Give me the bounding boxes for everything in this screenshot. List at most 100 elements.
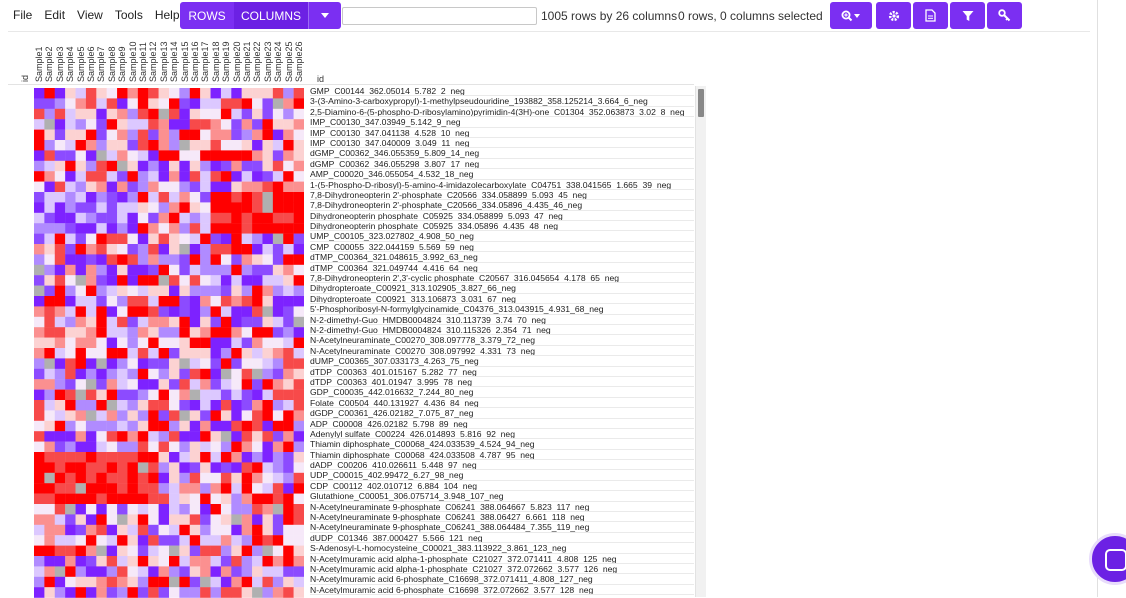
heatmap-cell[interactable] — [85, 337, 97, 349]
heatmap-cell[interactable] — [220, 504, 232, 515]
heatmap-cell[interactable] — [65, 348, 76, 359]
heatmap-cell[interactable] — [54, 337, 66, 349]
heatmap-cell[interactable] — [75, 275, 87, 286]
heatmap-cell[interactable] — [283, 212, 294, 224]
heatmap-cell[interactable] — [272, 181, 284, 193]
row-label[interactable]: AMP_C00020_346.055054_4.532_18_neg — [310, 169, 694, 180]
heatmap-cell[interactable] — [75, 171, 87, 182]
heatmap-cell[interactable] — [158, 566, 170, 577]
heatmap-cell[interactable] — [231, 545, 242, 557]
heatmap-cell[interactable] — [127, 410, 139, 421]
heatmap-cell[interactable] — [241, 514, 253, 525]
heatmap-cell[interactable] — [200, 212, 211, 224]
heatmap-cell[interactable] — [189, 400, 201, 411]
heatmap-cell[interactable] — [293, 587, 304, 598]
heatmap-cell[interactable] — [54, 535, 66, 546]
heatmap-cell[interactable] — [231, 441, 242, 453]
heatmap-cell[interactable] — [96, 140, 107, 151]
heatmap-cell[interactable] — [75, 400, 87, 411]
heatmap-cell[interactable] — [106, 420, 118, 432]
heatmap-cell[interactable] — [283, 140, 294, 151]
row-label[interactable]: N-Acetylmuramic acid 6-phosphate_C16698_… — [310, 574, 694, 585]
heatmap-cell[interactable] — [85, 212, 97, 224]
heatmap-cell[interactable] — [158, 535, 170, 546]
heatmap-cell[interactable] — [241, 348, 253, 359]
heatmap-cell[interactable] — [85, 420, 97, 432]
heatmap-cell[interactable] — [127, 88, 139, 99]
heatmap-cell[interactable] — [75, 150, 87, 161]
heatmap-cell[interactable] — [200, 223, 211, 234]
heatmap-cell[interactable] — [106, 285, 118, 297]
heatmap-cell[interactable] — [137, 389, 149, 401]
heatmap-cell[interactable] — [200, 264, 211, 276]
heatmap-cell[interactable] — [106, 129, 118, 141]
heatmap-cell[interactable] — [293, 306, 304, 317]
heatmap-cell[interactable] — [220, 98, 232, 109]
heatmap-cell[interactable] — [241, 244, 253, 255]
heatmap-cell[interactable] — [220, 576, 232, 588]
heatmap-cell[interactable] — [158, 431, 170, 442]
heatmap-cell[interactable] — [65, 379, 76, 390]
heatmap-cell[interactable] — [158, 337, 170, 349]
heatmap-cell[interactable] — [148, 306, 159, 317]
heatmap-cell[interactable] — [252, 88, 263, 99]
heatmap-cell[interactable] — [293, 202, 304, 213]
heatmap-cell[interactable] — [85, 181, 97, 193]
heatmap-cell[interactable] — [200, 535, 211, 546]
heatmap-cell[interactable] — [127, 275, 139, 286]
heatmap-cell[interactable] — [137, 285, 149, 297]
heatmap-cell[interactable] — [200, 545, 211, 557]
heatmap-cell[interactable] — [210, 244, 222, 255]
heatmap-cell[interactable] — [106, 171, 118, 182]
heatmap-cell[interactable] — [231, 285, 242, 297]
heatmap-cell[interactable] — [241, 264, 253, 276]
heatmap-cell[interactable] — [179, 452, 190, 463]
heatmap-cell[interactable] — [252, 400, 263, 411]
heatmap-cell[interactable] — [189, 264, 201, 276]
heatmap-cell[interactable] — [231, 587, 242, 598]
heatmap-cell[interactable] — [179, 441, 190, 453]
heatmap-cell[interactable] — [169, 472, 180, 484]
heatmap-cell[interactable] — [96, 129, 107, 141]
heatmap-cell[interactable] — [85, 400, 97, 411]
heatmap-cell[interactable] — [179, 504, 190, 515]
heatmap-cell[interactable] — [158, 400, 170, 411]
heatmap-cell[interactable] — [127, 462, 139, 473]
heatmap-cell[interactable] — [106, 358, 118, 369]
heatmap-cell[interactable] — [283, 202, 294, 213]
heatmap-cell[interactable] — [283, 264, 294, 276]
heatmap-cell[interactable] — [169, 576, 180, 588]
heatmap-cell[interactable] — [96, 493, 107, 505]
heatmap-cell[interactable] — [179, 472, 190, 484]
row-label[interactable]: UDP_C00015_402.99472_6.27_98_neg — [310, 470, 694, 481]
heatmap-cell[interactable] — [200, 140, 211, 151]
heatmap-cell[interactable] — [54, 472, 66, 484]
heatmap-cell[interactable] — [85, 524, 97, 536]
heatmap-cell[interactable] — [231, 171, 242, 182]
heatmap-cell[interactable] — [117, 400, 128, 411]
heatmap-cell[interactable] — [293, 192, 304, 203]
heatmap-cell[interactable] — [148, 576, 159, 588]
heatmap-cell[interactable] — [220, 316, 232, 328]
heatmap-cell[interactable] — [137, 160, 149, 172]
row-label[interactable]: ADP_C00008_426.02182_5.798_89_neg — [310, 419, 694, 429]
heatmap-cell[interactable] — [272, 400, 284, 411]
heatmap-cell[interactable] — [262, 420, 274, 432]
heatmap-cell[interactable] — [231, 493, 242, 505]
heatmap-cell[interactable] — [220, 129, 232, 141]
heatmap-cell[interactable] — [283, 244, 294, 255]
heatmap-cell[interactable] — [272, 462, 284, 473]
heatmap-cell[interactable] — [169, 566, 180, 577]
heatmap-cell[interactable] — [148, 264, 159, 276]
row-label[interactable]: GMP_C00144_362.05014_5.782_2_neg — [310, 86, 694, 97]
heatmap-cell[interactable] — [44, 306, 55, 317]
column-header-sample15[interactable]: Sample15 — [179, 41, 190, 82]
heatmap-cell[interactable] — [44, 337, 55, 349]
heatmap-cell[interactable] — [179, 493, 190, 505]
heatmap-cell[interactable] — [96, 108, 107, 120]
heatmap-cell[interactable] — [158, 296, 170, 307]
heatmap-cell[interactable] — [44, 587, 55, 598]
heatmap-cell[interactable] — [169, 285, 180, 297]
heatmap-cell[interactable] — [293, 264, 304, 276]
heatmap-cell[interactable] — [44, 483, 55, 494]
